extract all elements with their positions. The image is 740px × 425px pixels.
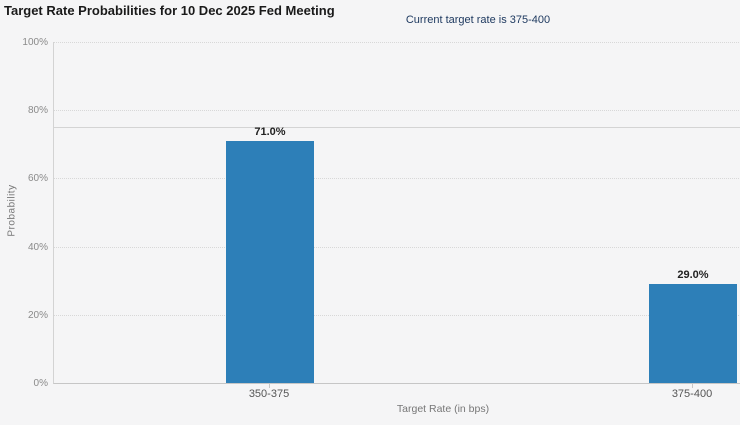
gridline-100 (54, 42, 740, 43)
y-tick-label: 40% (27, 241, 48, 253)
gridline-60 (54, 178, 740, 180)
gridline-40 (54, 246, 740, 248)
x-axis-tick (269, 384, 270, 388)
y-tick-label: 0% (33, 378, 48, 389)
x-axis-tick (692, 384, 693, 388)
x-axis-title: Target Rate (in bps) (396, 403, 490, 415)
bar-375-400[interactable] (649, 284, 737, 383)
y-tick-label: 20% (27, 309, 48, 321)
gridline-20 (54, 314, 740, 316)
y-tick-label: 80% (27, 105, 48, 117)
x-tick-label: 350-375 (248, 388, 290, 400)
bar-value-label: 71.0% (254, 126, 286, 138)
bar-value-label: 29.0% (677, 269, 709, 281)
reference-line (54, 127, 740, 129)
chart-subtitle: Current target rate is 375-400 (405, 14, 551, 26)
y-axis-title: Probability (6, 184, 18, 237)
y-tick-label: 100% (22, 37, 48, 48)
bar-350-375[interactable] (226, 141, 314, 383)
gridline-80 (54, 110, 740, 112)
y-tick-label: 60% (27, 173, 48, 185)
x-tick-label: 375-400 (671, 388, 713, 400)
plot-area: 71.0% 29.0% (53, 42, 740, 384)
chart-title: Target Rate Probabilities for 10 Dec 202… (4, 3, 335, 18)
